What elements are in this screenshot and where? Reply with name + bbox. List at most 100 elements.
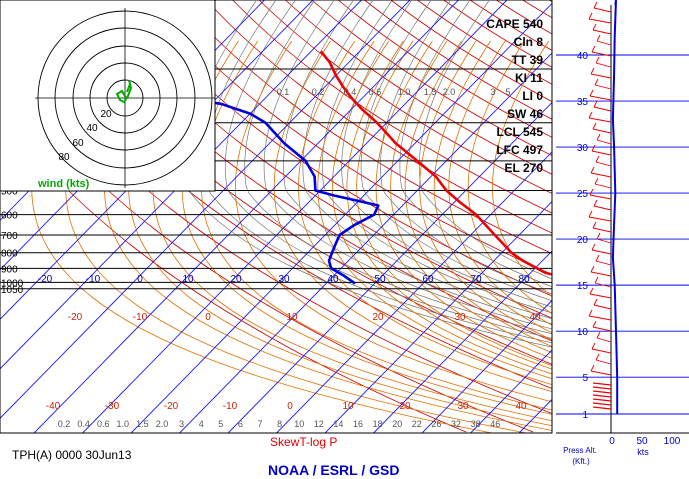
adiabat-label: 0 [287, 401, 293, 412]
mixing-ratio-line [356, 40, 552, 367]
mixing-ratio-label: 4 [199, 419, 204, 429]
wind-barb-flag [596, 133, 601, 141]
index-tt: TT 39 [512, 53, 544, 67]
mixing-ratio-label: 12 [314, 419, 324, 429]
wind-barb-flag [591, 342, 596, 350]
moist-adiabat-line [302, 0, 552, 319]
wind-barb-flag [592, 320, 597, 328]
mixing-ratio-line [297, 40, 552, 386]
wind-barb [591, 249, 612, 255]
dry-adiabat-line [0, 110, 467, 433]
wind-barb-flag [588, 12, 593, 20]
mixing-ratio-label: 2.0 [443, 87, 456, 97]
mixing-ratio-label: 6 [238, 419, 243, 429]
pressure-tick-label: 800 [1, 249, 18, 260]
wind-barb-flag [590, 364, 595, 372]
pressure-tick-label: 500 [1, 186, 18, 197]
isotherm-line [227, 101, 552, 433]
wind-barb-flag [592, 122, 597, 130]
dry-adiabat-line [153, 0, 552, 275]
altitude-tick-label: 25 [577, 189, 589, 200]
mixing-ratio-label: 1.5 [136, 419, 149, 429]
wind-barb [595, 359, 612, 365]
wind-barb [596, 139, 612, 145]
adiabat-label: 10 [286, 312, 298, 323]
isotherm-line [82, 0, 508, 433]
index-cln: Cln 8 [514, 35, 544, 49]
isotherm-label: 20 [230, 274, 242, 285]
wind-barb [594, 183, 612, 189]
skewt-labels: 20030040050060070080090010001050-20-1001… [1, 65, 541, 429]
adiabat-label: 40 [515, 401, 527, 412]
mixing-ratio-line [234, 40, 552, 403]
wind-barb-flag [591, 45, 596, 53]
dry-adiabat-line [469, 0, 552, 51]
dry-adiabat-line [390, 0, 552, 103]
mixing-ratio-line [346, 40, 552, 370]
dry-adiabat-line [179, 0, 552, 254]
wind-barb-flag [591, 243, 596, 251]
moist-adiabat-line [380, 0, 552, 295]
index-li: LI 0 [522, 89, 543, 103]
wind-barb [595, 161, 612, 167]
dry-adiabat-line [681, 0, 689, 432]
wind-barb [589, 194, 612, 200]
altitude-tick-label: 1 [582, 410, 588, 421]
isotherm-label: 30 [278, 274, 290, 285]
isobars [0, 68, 552, 290]
wind-barb [596, 238, 612, 244]
adiabat-label: -20 [164, 401, 179, 412]
wind-barb [593, 205, 612, 211]
mixing-ratio-line [331, 40, 552, 375]
mixing-ratio-label: 0.2 [312, 87, 325, 97]
isotherm-line [568, 0, 689, 433]
wind-barb-flag [593, 298, 598, 306]
wind-barb [590, 370, 612, 376]
wind-barb [590, 73, 612, 79]
mixing-ratio-line [433, 40, 552, 334]
pressure-tick-label: 700 [1, 231, 18, 242]
mixing-ratio-label: 0.4 [344, 87, 357, 97]
pressure-tick-label: 1000 [1, 278, 24, 289]
isotherm-line [470, 349, 552, 433]
dry-adiabat-line [206, 0, 552, 234]
wind-barb [592, 128, 612, 134]
isotherm-line [373, 250, 552, 433]
wind-barb [592, 406, 612, 410]
isotherm-line [276, 151, 552, 433]
hodograph-ring-label: 20 [100, 109, 112, 120]
mixing-ratio-label: 0.6 [369, 87, 382, 97]
isotherm-line [421, 299, 552, 433]
wind-barb [595, 62, 612, 68]
wind-barb-flag [594, 177, 599, 185]
wind-barb [592, 398, 612, 402]
index-lfc: LFC 497 [496, 143, 543, 157]
adiabat-label: 40 [529, 312, 541, 323]
moist-adiabat-line [418, 0, 552, 280]
isotherm-line [33, 0, 459, 433]
hodograph-ring-label: 60 [72, 138, 84, 149]
mixing-ratio-label: 22 [412, 419, 422, 429]
mixing-ratio-line [467, 40, 552, 315]
altitude-tick-label: 30 [577, 143, 589, 154]
dry-adiabat-line [337, 0, 552, 138]
wind-barb-flag [596, 331, 601, 339]
mixing-ratio-label: 1.5 [424, 87, 437, 97]
moist-adiabat-line [205, 0, 552, 344]
altitude-axis-label-2: (Kft.) [572, 457, 590, 466]
mixing-ratio-line [375, 40, 552, 359]
mixing-ratio-label: 10 [294, 419, 304, 429]
wind-barb-flag [594, 78, 599, 86]
wind-barb [592, 394, 612, 398]
footer-org: NOAA / ESRL / GSD [268, 462, 399, 478]
moist-adiabat-line [399, 0, 552, 288]
mixing-ratio-label: 1.0 [398, 87, 411, 97]
isotherm-line [665, 0, 689, 433]
mixing-ratio-label: 1.0 [117, 419, 130, 429]
wind-barb [588, 18, 612, 24]
wind-barb [596, 337, 612, 343]
altitude-axis-label-1: Press Alt. [563, 446, 597, 455]
wind-barb [593, 7, 612, 13]
isotherm-label: 10 [182, 274, 194, 285]
